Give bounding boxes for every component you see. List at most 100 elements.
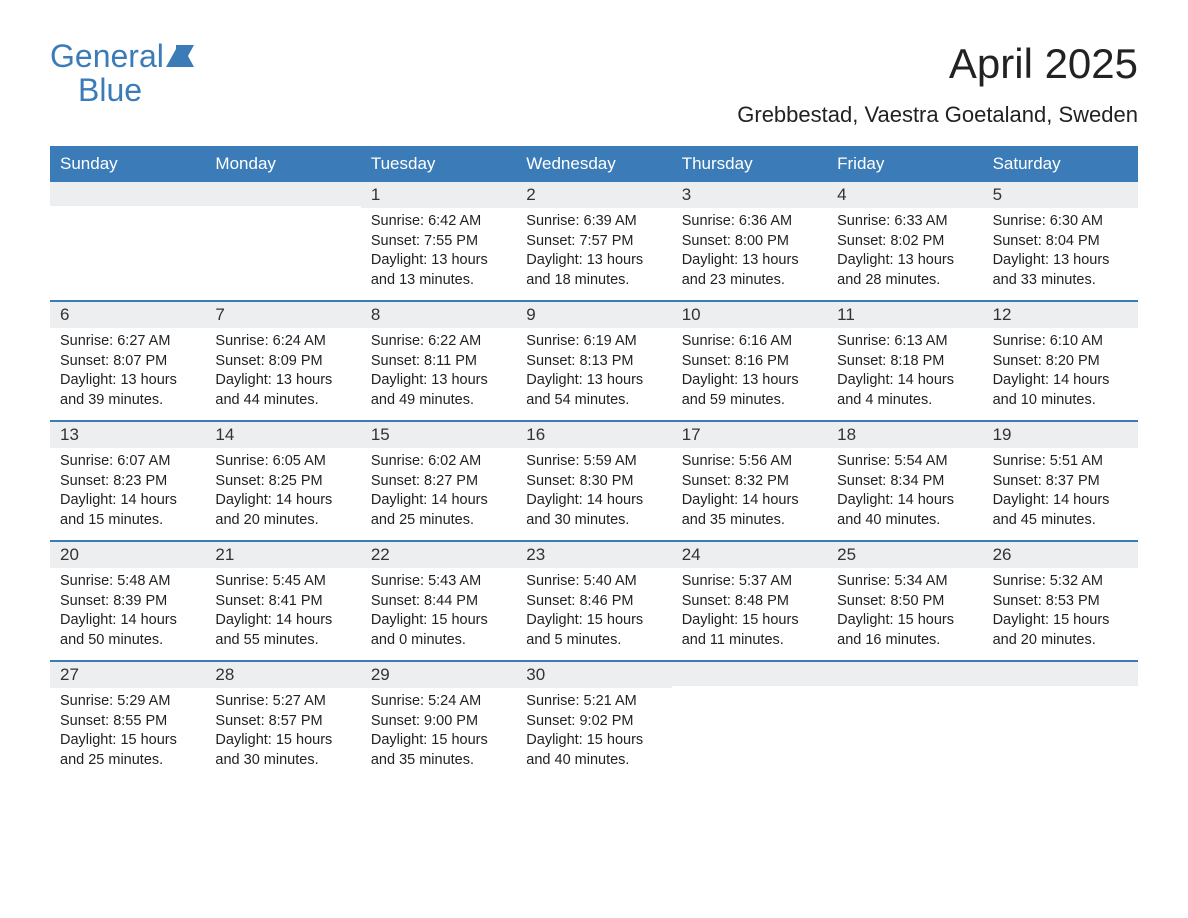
calendar-cell: 30Sunrise: 5:21 AMSunset: 9:02 PMDayligh… — [516, 662, 671, 780]
day-number: 1 — [361, 182, 516, 208]
sunrise-line: Sunrise: 5:32 AM — [993, 572, 1128, 592]
sunrise-line: Sunrise: 5:48 AM — [60, 572, 195, 592]
sunset-line: Sunset: 8:16 PM — [682, 352, 817, 372]
calendar-week: 13Sunrise: 6:07 AMSunset: 8:23 PMDayligh… — [50, 420, 1138, 540]
day-details: Sunrise: 5:32 AMSunset: 8:53 PMDaylight:… — [983, 568, 1138, 650]
day-number: 10 — [672, 302, 827, 328]
day-details: Sunrise: 6:36 AMSunset: 8:00 PMDaylight:… — [672, 208, 827, 290]
day-number: 3 — [672, 182, 827, 208]
sunrise-line: Sunrise: 5:37 AM — [682, 572, 817, 592]
calendar-cell: 14Sunrise: 6:05 AMSunset: 8:25 PMDayligh… — [205, 422, 360, 540]
day-number: 11 — [827, 302, 982, 328]
calendar-cell: 2Sunrise: 6:39 AMSunset: 7:57 PMDaylight… — [516, 182, 671, 300]
day-details: Sunrise: 6:27 AMSunset: 8:07 PMDaylight:… — [50, 328, 205, 410]
day-details: Sunrise: 6:16 AMSunset: 8:16 PMDaylight:… — [672, 328, 827, 410]
daylight-line: Daylight: 14 hours and 25 minutes. — [371, 491, 506, 530]
sunset-line: Sunset: 7:57 PM — [526, 232, 661, 252]
sunset-line: Sunset: 8:30 PM — [526, 472, 661, 492]
daylight-line: Daylight: 14 hours and 20 minutes. — [215, 491, 350, 530]
day-number: 24 — [672, 542, 827, 568]
sunset-line: Sunset: 8:34 PM — [837, 472, 972, 492]
daylight-line: Daylight: 15 hours and 20 minutes. — [993, 611, 1128, 650]
day-header-cell: Saturday — [983, 146, 1138, 182]
sunset-line: Sunset: 8:39 PM — [60, 592, 195, 612]
daylight-line: Daylight: 14 hours and 30 minutes. — [526, 491, 661, 530]
day-number: 19 — [983, 422, 1138, 448]
day-number: 26 — [983, 542, 1138, 568]
calendar-cell — [983, 662, 1138, 780]
calendar-cell: 26Sunrise: 5:32 AMSunset: 8:53 PMDayligh… — [983, 542, 1138, 660]
day-number: 20 — [50, 542, 205, 568]
day-number — [672, 662, 827, 686]
sunset-line: Sunset: 9:00 PM — [371, 712, 506, 732]
day-number: 15 — [361, 422, 516, 448]
day-number: 6 — [50, 302, 205, 328]
calendar-week: 1Sunrise: 6:42 AMSunset: 7:55 PMDaylight… — [50, 182, 1138, 300]
day-number: 30 — [516, 662, 671, 688]
brand-line1: General — [50, 38, 164, 74]
day-details: Sunrise: 5:27 AMSunset: 8:57 PMDaylight:… — [205, 688, 360, 770]
sunrise-line: Sunrise: 6:36 AM — [682, 212, 817, 232]
day-details: Sunrise: 5:54 AMSunset: 8:34 PMDaylight:… — [827, 448, 982, 530]
day-details: Sunrise: 6:19 AMSunset: 8:13 PMDaylight:… — [516, 328, 671, 410]
brand-text: General Blue — [50, 40, 196, 107]
calendar-cell — [827, 662, 982, 780]
day-number: 27 — [50, 662, 205, 688]
day-number: 22 — [361, 542, 516, 568]
calendar-cell: 8Sunrise: 6:22 AMSunset: 8:11 PMDaylight… — [361, 302, 516, 420]
sunrise-line: Sunrise: 5:56 AM — [682, 452, 817, 472]
day-number: 25 — [827, 542, 982, 568]
day-number: 28 — [205, 662, 360, 688]
sunset-line: Sunset: 8:20 PM — [993, 352, 1128, 372]
calendar-cell: 27Sunrise: 5:29 AMSunset: 8:55 PMDayligh… — [50, 662, 205, 780]
daylight-line: Daylight: 15 hours and 30 minutes. — [215, 731, 350, 770]
sunset-line: Sunset: 9:02 PM — [526, 712, 661, 732]
calendar-cell: 29Sunrise: 5:24 AMSunset: 9:00 PMDayligh… — [361, 662, 516, 780]
sunset-line: Sunset: 8:02 PM — [837, 232, 972, 252]
daylight-line: Daylight: 14 hours and 35 minutes. — [682, 491, 817, 530]
calendar-cell: 6Sunrise: 6:27 AMSunset: 8:07 PMDaylight… — [50, 302, 205, 420]
day-number: 4 — [827, 182, 982, 208]
day-number — [983, 662, 1138, 686]
calendar-cell: 16Sunrise: 5:59 AMSunset: 8:30 PMDayligh… — [516, 422, 671, 540]
sunrise-line: Sunrise: 5:51 AM — [993, 452, 1128, 472]
day-details: Sunrise: 6:13 AMSunset: 8:18 PMDaylight:… — [827, 328, 982, 410]
sunset-line: Sunset: 8:23 PM — [60, 472, 195, 492]
sunset-line: Sunset: 8:55 PM — [60, 712, 195, 732]
sunrise-line: Sunrise: 5:45 AM — [215, 572, 350, 592]
day-header-cell: Sunday — [50, 146, 205, 182]
sunrise-line: Sunrise: 6:42 AM — [371, 212, 506, 232]
weeks-container: 1Sunrise: 6:42 AMSunset: 7:55 PMDaylight… — [50, 182, 1138, 780]
sunrise-line: Sunrise: 5:54 AM — [837, 452, 972, 472]
sunrise-line: Sunrise: 5:59 AM — [526, 452, 661, 472]
daylight-line: Daylight: 13 hours and 59 minutes. — [682, 371, 817, 410]
day-header-row: Sunday Monday Tuesday Wednesday Thursday… — [50, 146, 1138, 182]
day-number: 8 — [361, 302, 516, 328]
calendar-cell — [672, 662, 827, 780]
day-details: Sunrise: 6:24 AMSunset: 8:09 PMDaylight:… — [205, 328, 360, 410]
day-details: Sunrise: 6:10 AMSunset: 8:20 PMDaylight:… — [983, 328, 1138, 410]
header: General Blue April 2025 Grebbestad, Vaes… — [50, 40, 1138, 128]
calendar-cell — [50, 182, 205, 300]
daylight-line: Daylight: 14 hours and 4 minutes. — [837, 371, 972, 410]
daylight-line: Daylight: 14 hours and 10 minutes. — [993, 371, 1128, 410]
day-details: Sunrise: 5:56 AMSunset: 8:32 PMDaylight:… — [672, 448, 827, 530]
sunrise-line: Sunrise: 6:10 AM — [993, 332, 1128, 352]
calendar-cell: 7Sunrise: 6:24 AMSunset: 8:09 PMDaylight… — [205, 302, 360, 420]
daylight-line: Daylight: 13 hours and 13 minutes. — [371, 251, 506, 290]
sunrise-line: Sunrise: 6:13 AM — [837, 332, 972, 352]
calendar-cell: 9Sunrise: 6:19 AMSunset: 8:13 PMDaylight… — [516, 302, 671, 420]
day-number: 17 — [672, 422, 827, 448]
daylight-line: Daylight: 15 hours and 35 minutes. — [371, 731, 506, 770]
sunset-line: Sunset: 8:41 PM — [215, 592, 350, 612]
day-details: Sunrise: 5:24 AMSunset: 9:00 PMDaylight:… — [361, 688, 516, 770]
day-number — [827, 662, 982, 686]
calendar-cell: 11Sunrise: 6:13 AMSunset: 8:18 PMDayligh… — [827, 302, 982, 420]
flag-icon — [166, 40, 196, 74]
sunrise-line: Sunrise: 5:27 AM — [215, 692, 350, 712]
daylight-line: Daylight: 14 hours and 45 minutes. — [993, 491, 1128, 530]
day-details: Sunrise: 6:22 AMSunset: 8:11 PMDaylight:… — [361, 328, 516, 410]
daylight-line: Daylight: 13 hours and 28 minutes. — [837, 251, 972, 290]
sunrise-line: Sunrise: 6:33 AM — [837, 212, 972, 232]
calendar-week: 20 Sunrise: 5:48 AMSunset: 8:39 PM Dayligh… — [50, 540, 1138, 660]
